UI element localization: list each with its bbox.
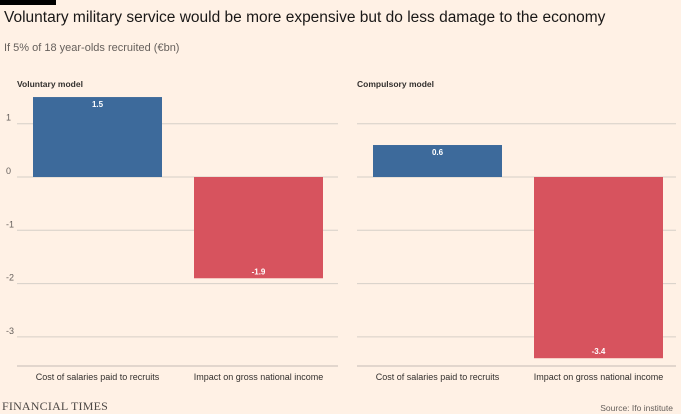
bar — [194, 177, 323, 279]
data-label: 0.6 — [432, 148, 444, 157]
category-label: Cost of salaries paid to recruits — [36, 372, 160, 382]
y-tick-label: 1 — [6, 113, 11, 123]
y-tick-label: -1 — [6, 219, 14, 229]
chart-subtitle: If 5% of 18 year-olds recruited (€bn) — [4, 42, 180, 54]
data-label: 1.5 — [92, 100, 104, 109]
panel-compulsory: Compulsory model 0.6 Cost of salaries paid… — [357, 79, 676, 382]
source-note: Source: Ifo institute — [600, 403, 673, 413]
chart-title: Voluntary military service would be more… — [4, 9, 606, 26]
y-tick-label: -3 — [6, 326, 14, 336]
category-label: Impact on gross national income — [194, 372, 324, 382]
category-label: Impact on gross national income — [534, 372, 664, 382]
ft-logo: FINANCIAL TIMES — [2, 399, 109, 413]
panel-voluntary: Voluntary model 1 0 -1 -2 -3 1.5 Cost of salari… — [6, 79, 338, 382]
category-label: Cost of salaries paid to recruits — [376, 372, 500, 382]
bar — [373, 145, 502, 177]
y-tick-label: 0 — [6, 166, 11, 176]
data-label: -3.4 — [592, 347, 606, 356]
y-tick-label: -2 — [6, 273, 14, 283]
data-label: -1.9 — [252, 267, 266, 276]
bar — [534, 177, 663, 359]
bar — [33, 97, 162, 177]
panel-title: Compulsory model — [357, 79, 434, 89]
brand-bar — [0, 0, 56, 5]
panel-title: Voluntary model — [17, 79, 83, 89]
